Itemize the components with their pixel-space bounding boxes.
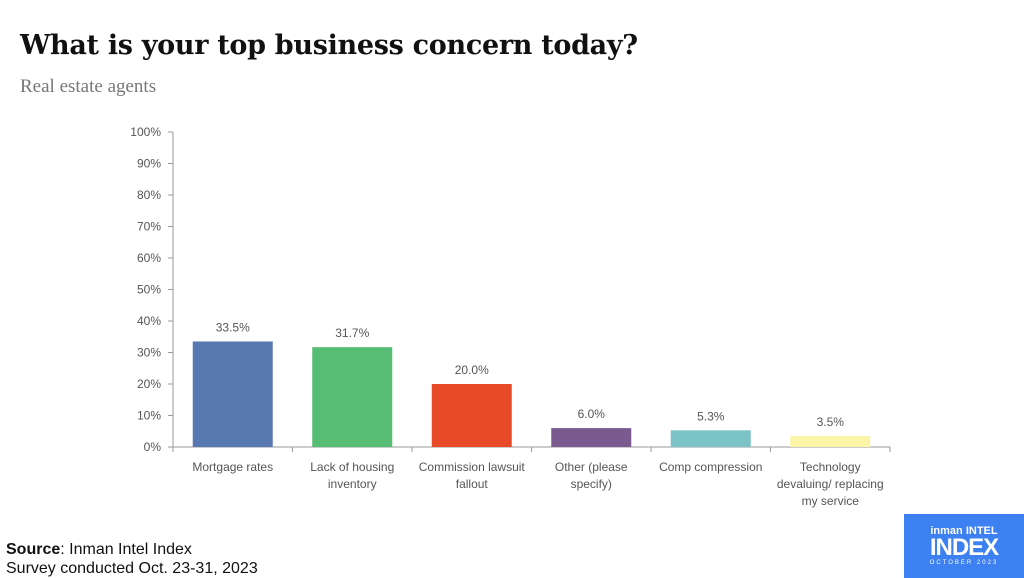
x-tick-label: fallout xyxy=(456,477,489,491)
x-tick-label: Mortgage rates xyxy=(192,460,273,474)
x-tick-label: Lack of housing xyxy=(310,460,394,474)
x-tick-label: specify) xyxy=(571,477,612,491)
chart-title: What is your top business concern today? xyxy=(20,30,638,61)
x-tick-label: inventory xyxy=(328,477,377,491)
data-label: 5.3% xyxy=(697,409,725,423)
logo-line3: OCTOBER 2023 xyxy=(929,560,999,566)
bar xyxy=(192,341,273,447)
survey-note: Survey conducted Oct. 23-31, 2023 xyxy=(6,560,258,577)
x-tick-label: Technology xyxy=(800,460,861,474)
bar-chart: 0% 10% 20% 30% 40% 50% 60% 70% 80% 90% 100% 33.5% Mo… xyxy=(130,125,891,508)
y-tick-label: 10% xyxy=(137,409,161,423)
y-tick-label: 60% xyxy=(137,251,161,265)
data-label: 20.0% xyxy=(455,363,489,377)
bar xyxy=(670,430,751,447)
y-tick-label: 80% xyxy=(137,188,161,202)
x-tick-label: devaluing/ replacing xyxy=(777,477,884,491)
x-tick-label: Other (please xyxy=(555,460,628,474)
inman-intel-index-logo: inman INTEL INDEX OCTOBER 2023 xyxy=(904,514,1024,578)
bar xyxy=(551,428,632,447)
y-tick-label: 40% xyxy=(137,314,161,328)
data-label: 6.0% xyxy=(578,407,606,421)
y-tick-label: 100% xyxy=(130,125,161,139)
x-tick-label: my service xyxy=(802,494,860,508)
y-tick-label: 20% xyxy=(137,377,161,391)
y-tick-label: 70% xyxy=(137,220,161,234)
data-label: 33.5% xyxy=(216,320,250,334)
y-tick-label: 30% xyxy=(137,346,161,360)
data-label: 31.7% xyxy=(335,326,369,340)
y-tick-label: 50% xyxy=(137,283,161,297)
source-label: Source xyxy=(6,541,61,558)
chart-subtitle: Real estate agents xyxy=(20,76,157,97)
data-label: 3.5% xyxy=(817,415,845,429)
logo-line2: INDEX xyxy=(929,534,999,561)
source-text: : Inman Intel Index xyxy=(60,541,192,558)
y-tick-label: 90% xyxy=(137,157,161,171)
source-note: Source: Inman Intel Index Survey conduct… xyxy=(6,540,258,578)
x-tick-label: Comp compression xyxy=(659,460,762,474)
bar xyxy=(431,384,512,447)
y-tick-label: 0% xyxy=(144,440,162,454)
bar xyxy=(312,347,393,447)
logo-line1: inman INTEL xyxy=(930,525,998,537)
x-tick-label: Commission lawsuit xyxy=(419,460,526,474)
bar xyxy=(790,435,871,447)
